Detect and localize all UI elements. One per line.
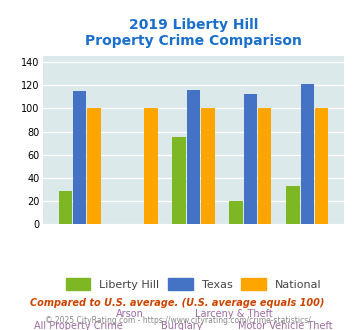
Bar [286, 186, 300, 224]
Text: All Property Crime: All Property Crime [34, 321, 122, 330]
Text: Larceny & Theft: Larceny & Theft [195, 309, 273, 318]
Bar [73, 91, 86, 224]
Bar [258, 108, 272, 224]
Bar [315, 108, 328, 224]
Bar [187, 90, 200, 224]
Legend: Liberty Hill, Texas, National: Liberty Hill, Texas, National [61, 274, 326, 294]
Text: Compared to U.S. average. (U.S. average equals 100): Compared to U.S. average. (U.S. average … [30, 298, 325, 308]
Bar [301, 84, 314, 224]
Text: © 2025 CityRating.com - https://www.cityrating.com/crime-statistics/: © 2025 CityRating.com - https://www.city… [45, 316, 310, 325]
Bar [144, 108, 158, 224]
Bar [59, 191, 72, 224]
Bar [229, 201, 243, 224]
Bar [201, 108, 214, 224]
Text: Burglary: Burglary [161, 321, 203, 330]
Title: 2019 Liberty Hill
Property Crime Comparison: 2019 Liberty Hill Property Crime Compari… [85, 18, 302, 48]
Text: Motor Vehicle Theft: Motor Vehicle Theft [239, 321, 333, 330]
Text: Arson: Arson [116, 309, 144, 318]
Bar [244, 94, 257, 224]
Bar [87, 108, 101, 224]
Bar [173, 137, 186, 224]
